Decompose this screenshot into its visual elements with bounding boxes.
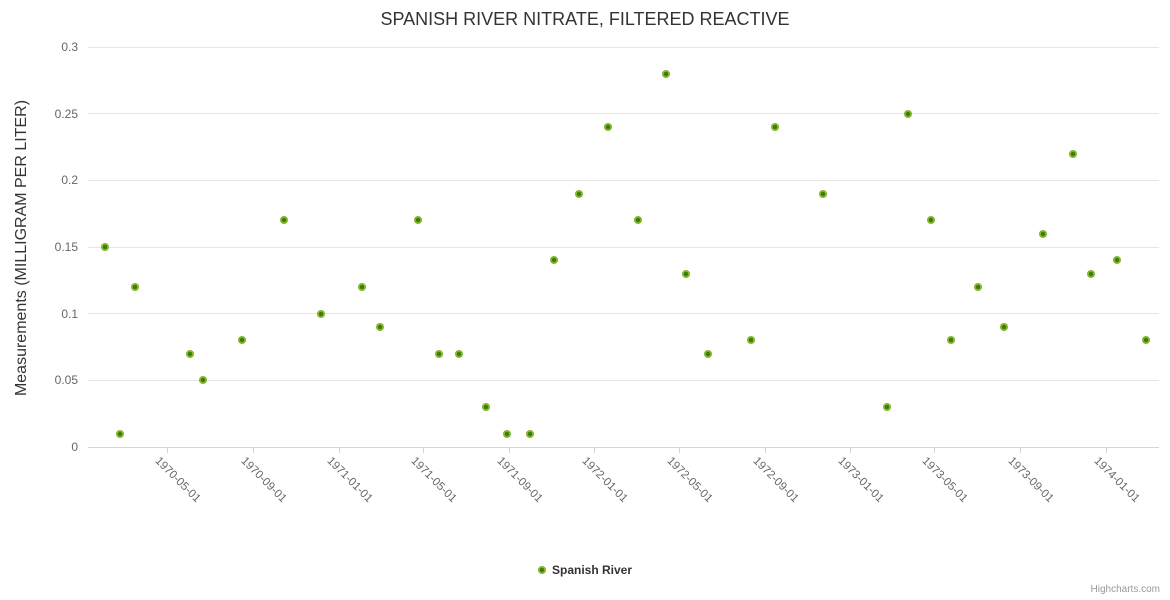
y-axis-label: 0 bbox=[71, 440, 78, 454]
x-axis-label: 1971-01-01 bbox=[324, 455, 375, 506]
data-point[interactable] bbox=[317, 309, 326, 318]
data-point[interactable] bbox=[1142, 336, 1151, 345]
x-axis-tick bbox=[678, 447, 680, 453]
data-point[interactable] bbox=[481, 403, 490, 411]
gridline bbox=[88, 379, 1159, 381]
x-axis-label: 1972-05-01 bbox=[664, 455, 715, 506]
y-axis-label: 0.2 bbox=[61, 173, 78, 188]
x-axis-label: 1972-09-01 bbox=[750, 455, 801, 506]
x-axis-label: 1973-09-01 bbox=[1005, 455, 1056, 506]
data-point[interactable] bbox=[819, 189, 827, 198]
data-point[interactable] bbox=[574, 189, 583, 198]
x-axis-label: 1970-05-01 bbox=[152, 455, 203, 506]
data-point[interactable] bbox=[882, 403, 891, 411]
x-axis-tick bbox=[422, 447, 424, 453]
gridline bbox=[88, 313, 1159, 315]
legend-marker-icon bbox=[537, 566, 546, 574]
data-point[interactable] bbox=[198, 376, 207, 385]
data-point[interactable] bbox=[502, 429, 511, 438]
x-axis-tick bbox=[338, 447, 340, 453]
data-point[interactable] bbox=[115, 429, 124, 438]
x-axis-tick bbox=[253, 447, 255, 453]
y-axis-label: 0.25 bbox=[54, 106, 78, 121]
x-axis-label: 1972-01-01 bbox=[579, 455, 630, 506]
data-point[interactable] bbox=[238, 336, 246, 345]
x-axis-label: 1970-09-01 bbox=[238, 455, 289, 506]
data-point[interactable] bbox=[926, 216, 935, 225]
gridline bbox=[88, 246, 1159, 248]
data-point[interactable] bbox=[904, 109, 913, 118]
data-point[interactable] bbox=[1038, 229, 1047, 238]
data-point[interactable] bbox=[746, 336, 755, 345]
data-point[interactable] bbox=[280, 216, 288, 225]
x-axis-tick bbox=[764, 447, 766, 453]
x-axis-tick bbox=[167, 447, 169, 453]
data-point[interactable] bbox=[947, 336, 956, 345]
data-point[interactable] bbox=[185, 349, 194, 358]
legend: Spanish River bbox=[0, 563, 1170, 577]
x-axis-tick bbox=[850, 447, 852, 453]
x-axis-line bbox=[88, 447, 1159, 448]
x-axis-label: 1971-05-01 bbox=[408, 455, 459, 506]
data-point[interactable] bbox=[771, 123, 780, 131]
data-point[interactable] bbox=[100, 243, 109, 251]
data-point[interactable] bbox=[414, 216, 423, 225]
y-axis-label: 0.15 bbox=[54, 240, 78, 254]
data-point[interactable] bbox=[434, 349, 443, 358]
gridline bbox=[88, 113, 1159, 115]
x-axis-label: 1971-09-01 bbox=[494, 455, 545, 506]
y-axis-label: 0.05 bbox=[54, 373, 78, 388]
data-point[interactable] bbox=[455, 349, 463, 358]
data-point[interactable] bbox=[375, 323, 384, 331]
credits-link[interactable]: Highcharts.com bbox=[1090, 584, 1160, 595]
data-point[interactable] bbox=[681, 269, 690, 278]
gridline bbox=[88, 46, 1159, 48]
chart-title: SPANISH RIVER NITRATE, FILTERED REACTIVE bbox=[380, 9, 790, 29]
data-point[interactable] bbox=[1000, 323, 1009, 331]
y-axis-label: 0.1 bbox=[61, 306, 78, 321]
x-axis-tick bbox=[594, 447, 596, 453]
x-axis-tick bbox=[1020, 447, 1022, 453]
y-axis-label: 0.3 bbox=[61, 40, 78, 54]
data-point[interactable] bbox=[130, 283, 139, 291]
data-point[interactable] bbox=[604, 123, 613, 131]
data-point[interactable] bbox=[1087, 269, 1096, 278]
data-point[interactable] bbox=[1113, 256, 1121, 265]
x-axis-label: 1974-01-01 bbox=[1091, 455, 1142, 506]
x-axis-label: 1973-01-01 bbox=[835, 455, 886, 506]
gridline bbox=[88, 179, 1159, 181]
legend-label: Spanish River bbox=[551, 563, 633, 577]
data-point[interactable] bbox=[703, 349, 712, 358]
data-point[interactable] bbox=[633, 216, 642, 225]
x-axis-label: 1973-05-01 bbox=[919, 455, 970, 506]
data-point[interactable] bbox=[525, 429, 534, 438]
legend-item-spanish-river[interactable]: Spanish River bbox=[537, 563, 633, 577]
x-axis-tick bbox=[508, 447, 510, 453]
x-axis-tick bbox=[1105, 447, 1107, 453]
data-point[interactable] bbox=[549, 256, 558, 265]
data-point[interactable] bbox=[973, 283, 982, 291]
data-point[interactable] bbox=[662, 69, 671, 78]
data-point[interactable] bbox=[1068, 149, 1077, 158]
x-axis-tick bbox=[934, 447, 936, 453]
data-point[interactable] bbox=[357, 283, 366, 291]
